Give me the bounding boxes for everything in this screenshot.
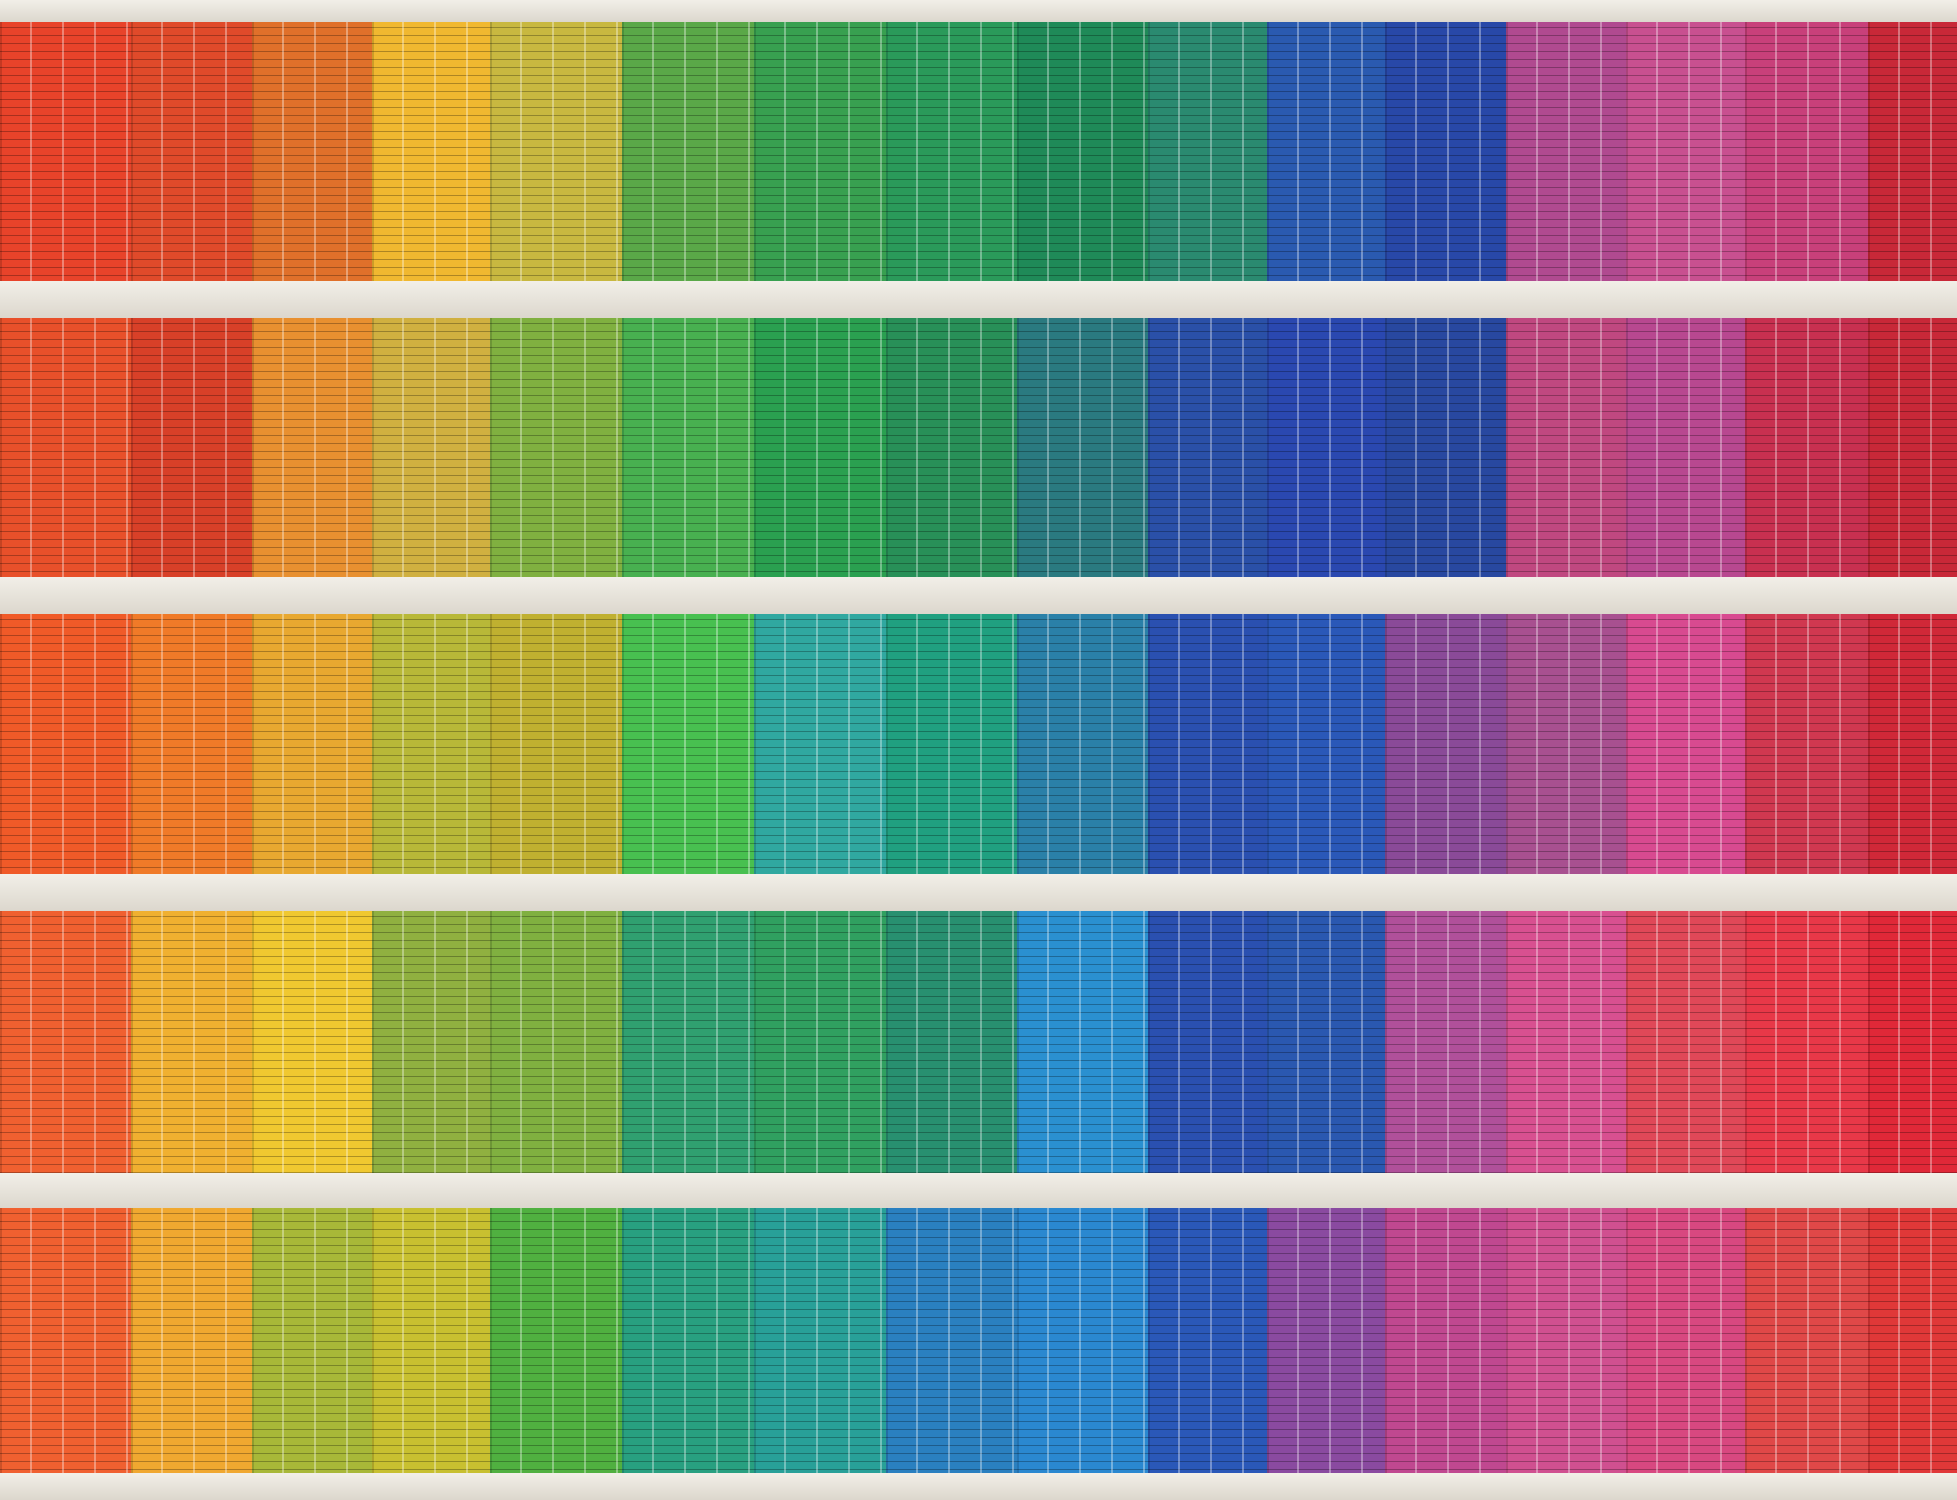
window-blind [1744, 911, 1870, 1174]
window-blind [753, 911, 888, 1174]
window-blind [621, 318, 756, 577]
floor-slab [0, 1173, 1957, 1209]
window-blind [1148, 318, 1268, 577]
window-blind [1868, 1208, 1957, 1473]
window-blind [252, 911, 373, 1174]
window-blind [886, 1208, 1019, 1473]
window-blind [1266, 22, 1387, 282]
window-blind [252, 318, 373, 577]
window-blind [1744, 22, 1870, 282]
window-blind [1385, 911, 1508, 1174]
window-blind [1506, 614, 1628, 874]
window-blind [1626, 22, 1746, 282]
window-blind [371, 22, 492, 282]
window-blind [1148, 1208, 1268, 1473]
window-blind [490, 22, 623, 282]
window-blind [1506, 1208, 1628, 1473]
window-blind [1266, 614, 1387, 874]
window-blind [1506, 911, 1628, 1174]
window-blind [886, 318, 1019, 577]
window-blind [371, 911, 492, 1174]
window-blind [252, 22, 373, 282]
window-blind [621, 1208, 756, 1473]
floor-slab [0, 1472, 1957, 1500]
window-blind [1017, 22, 1150, 282]
window-blind [886, 911, 1019, 1174]
window-blind [1148, 911, 1268, 1174]
floor-slab [0, 873, 1957, 912]
window-blind [1385, 614, 1508, 874]
window-blind [131, 911, 254, 1174]
window-blind [1626, 911, 1746, 1174]
window-blind [1266, 1208, 1387, 1473]
window-blind [1868, 22, 1957, 282]
window-blind [490, 614, 623, 874]
window-blind [621, 22, 756, 282]
window-blind [0, 1208, 133, 1473]
window-blind [1506, 22, 1628, 282]
window-blind [0, 614, 133, 874]
window-blind [1266, 318, 1387, 577]
window-blind [753, 614, 888, 874]
window-blind [1148, 614, 1268, 874]
window-blind [131, 1208, 254, 1473]
floor-slab [0, 280, 1957, 319]
window-blind [1017, 911, 1150, 1174]
window-blind [886, 614, 1019, 874]
window-blind [131, 318, 254, 577]
window-blind [886, 22, 1019, 282]
window-blind [1017, 318, 1150, 577]
window-blind [371, 614, 492, 874]
window-blind [1744, 614, 1870, 874]
window-blind [1506, 318, 1628, 577]
window-blind [1626, 1208, 1746, 1473]
window-blind [131, 22, 254, 282]
window-blind [131, 614, 254, 874]
window-blind [621, 911, 756, 1174]
window-blind [490, 1208, 623, 1473]
window-blind [0, 318, 133, 577]
window-blind [0, 22, 133, 282]
window-blind [753, 318, 888, 577]
window-blind [1148, 22, 1268, 282]
window-blind [1868, 911, 1957, 1174]
window-blind [1868, 614, 1957, 874]
window-blind [0, 911, 133, 1174]
window-blind [1868, 318, 1957, 577]
window-blind [490, 911, 623, 1174]
window-blind [252, 614, 373, 874]
window-blind [1626, 318, 1746, 577]
window-blind [1626, 614, 1746, 874]
window-blind [252, 1208, 373, 1473]
window-blind [1017, 1208, 1150, 1473]
window-blind [371, 318, 492, 577]
window-blind [753, 1208, 888, 1473]
floor-slab [0, 0, 1957, 23]
window-blind [1385, 22, 1508, 282]
window-blind [1744, 1208, 1870, 1473]
window-blind [490, 318, 623, 577]
window-blind [1017, 614, 1150, 874]
window-blind [1744, 318, 1870, 577]
window-blind [753, 22, 888, 282]
window-blind [621, 614, 756, 874]
window-blind [1266, 911, 1387, 1174]
window-blind [371, 1208, 492, 1473]
window-blind [1385, 318, 1508, 577]
floor-slab [0, 576, 1957, 615]
window-blind [1385, 1208, 1508, 1473]
